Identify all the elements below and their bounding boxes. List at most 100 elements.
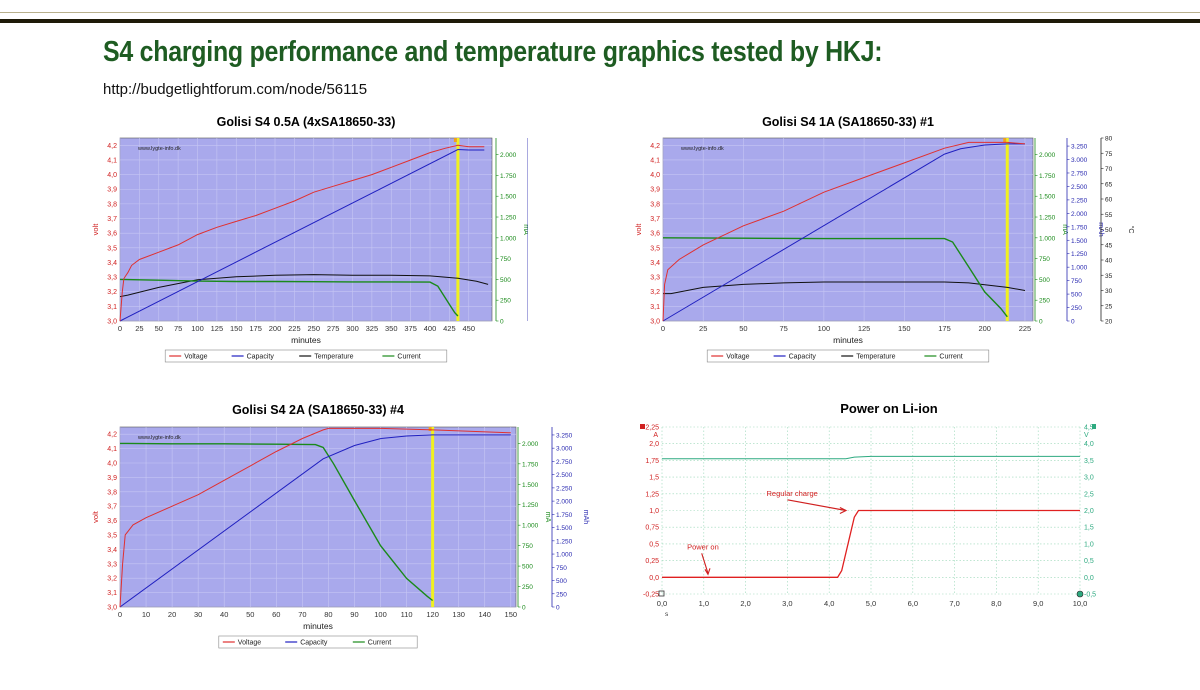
tick-capacity: 500: [556, 578, 567, 585]
axis-label-temp: °C: [1127, 226, 1135, 234]
tick-volt: 3,6: [650, 231, 660, 238]
end-marker-tab: [453, 138, 457, 142]
tick-x: 175: [938, 324, 951, 333]
legend-label-capacity: Capacity: [247, 354, 275, 361]
tick-capacity: 2.750: [1071, 170, 1088, 177]
tick-current: 1.750: [500, 173, 517, 180]
legend-label-temperature: Temperature: [856, 354, 895, 361]
tick-capacity: 250: [556, 591, 567, 598]
tick-current: 750: [500, 256, 511, 263]
tick-current: 250: [500, 298, 511, 305]
axis-label-x: minutes: [833, 335, 863, 345]
series-capacity: [662, 143, 1025, 322]
watermark: www.lygte-info.dk: [137, 146, 181, 152]
tick-x: 10,0: [1073, 599, 1088, 608]
tick-current: 750: [522, 543, 533, 550]
legend: Voltage Capacity Current: [218, 635, 418, 649]
tick-current: 1.250: [1039, 215, 1056, 222]
tick-volt: 3,5: [107, 245, 117, 252]
axis-label-capacity: mAh: [582, 510, 589, 525]
end-marker-tab: [1003, 138, 1007, 142]
tick-x: 10: [142, 610, 150, 619]
tick-temp: 65: [1105, 181, 1113, 188]
tick-capacity: 1.000: [556, 552, 573, 559]
axis-label-x: minutes: [291, 335, 321, 345]
tick-capacity: 1.250: [1071, 251, 1088, 258]
tick-x: 80: [324, 610, 332, 619]
tick-capacity: 2.250: [556, 485, 573, 492]
tick-amp: 0,0: [649, 575, 659, 582]
tick-volt: 3,2: [107, 289, 117, 296]
chart-power-on: Power on Li-ion -0,25 0,0 0,25 0,5 0,75 1,0 1,2…: [630, 398, 1100, 628]
tick-capacity: 1.500: [556, 525, 573, 532]
tick-current: 500: [500, 277, 511, 284]
tick-amp: 2,0: [649, 441, 659, 448]
channel-marker-voltage: [1092, 424, 1096, 429]
tick-volt: 3,5: [650, 245, 660, 252]
tick-volt: 0,0: [1084, 575, 1094, 582]
tick-volt: 3,1: [107, 304, 117, 311]
tick-capacity: 3.000: [556, 446, 573, 453]
tick-x: 7,0: [949, 599, 959, 608]
tick-x: 125: [211, 324, 224, 333]
end-marker: [456, 138, 460, 321]
tick-volt: 3,6: [107, 518, 117, 525]
end-marker: [431, 427, 435, 607]
tick-current: 750: [1039, 256, 1050, 263]
axis-label-x: s: [665, 611, 669, 618]
tick-x: 375: [404, 324, 417, 333]
tick-x: 9,0: [1033, 599, 1043, 608]
chart-title: Power on Li-ion: [840, 401, 938, 416]
series-capacity: [119, 148, 485, 322]
tick-volt: 4,2: [650, 143, 660, 150]
tick-current: 0: [522, 605, 526, 612]
series-temperature: [119, 274, 489, 298]
legend-label-capacity: Capacity: [300, 640, 328, 647]
tick-x: 100: [818, 324, 831, 333]
tick-capacity: 750: [1071, 278, 1082, 285]
tick-x: 2,0: [740, 599, 750, 608]
tick-x: 125: [858, 324, 871, 333]
tick-volt: 4,1: [650, 157, 660, 164]
tick-x: 120: [426, 610, 439, 619]
plot-area: [662, 137, 1034, 322]
tick-current: 1.000: [500, 235, 517, 242]
annotation-arrowhead-regular-charge: [839, 506, 848, 515]
tick-volt: 0,5: [1084, 558, 1094, 565]
tick-x: 3,0: [782, 599, 792, 608]
series-current: [119, 278, 459, 317]
tick-volt: 3,8: [107, 489, 117, 496]
legend-label-current: Current: [368, 640, 391, 647]
tick-volt: 3,8: [107, 201, 117, 208]
chart-title: Golisi S4 1A (SA18650-33) #1: [762, 115, 934, 129]
tick-volt: 1,5: [1084, 525, 1094, 532]
tick-capacity: 500: [1071, 292, 1082, 299]
tick-temp: 30: [1105, 288, 1113, 295]
chart-svg: Golisi S4 0.5A (4xSA18650-33) 3,0 3,1 3,2 3,…: [91, 115, 528, 363]
legend-label-current: Current: [939, 354, 962, 361]
tick-x: 0: [661, 324, 665, 333]
end-marker: [1005, 138, 1009, 321]
tick-x: 300: [346, 324, 359, 333]
legend: Voltage Capacity Temperature Current: [164, 349, 448, 363]
tick-capacity: 1.500: [1071, 238, 1088, 245]
tick-volt: 3,9: [107, 475, 117, 482]
tick-capacity: 2.000: [1071, 211, 1088, 218]
axis-label-current: mA: [544, 512, 551, 523]
tick-x: 8,0: [991, 599, 1001, 608]
chart-0.5a: Golisi S4 0.5A (4xSA18650-33) 3,0 3,1 3,2 3,…: [88, 110, 528, 370]
tick-x: 0: [118, 610, 122, 619]
tick-x: 30: [194, 610, 202, 619]
tick-capacity: 1.750: [556, 512, 573, 519]
tick-volt: 4,2: [107, 432, 117, 439]
plot-area: [119, 137, 493, 322]
tick-volt: 4,1: [107, 157, 117, 164]
tick-x: 70: [298, 610, 306, 619]
tick-capacity: 2.250: [1071, 197, 1088, 204]
axis-label-current: mA: [1061, 224, 1068, 235]
legend-label-capacity: Capacity: [789, 354, 817, 361]
tick-x: 175: [249, 324, 262, 333]
axis-label-capacity: mAh: [1097, 222, 1104, 237]
chart-svg: Power on Li-ion-0,250,00,250,50,751,01,2…: [640, 401, 1096, 618]
series-voltage: [119, 427, 511, 608]
